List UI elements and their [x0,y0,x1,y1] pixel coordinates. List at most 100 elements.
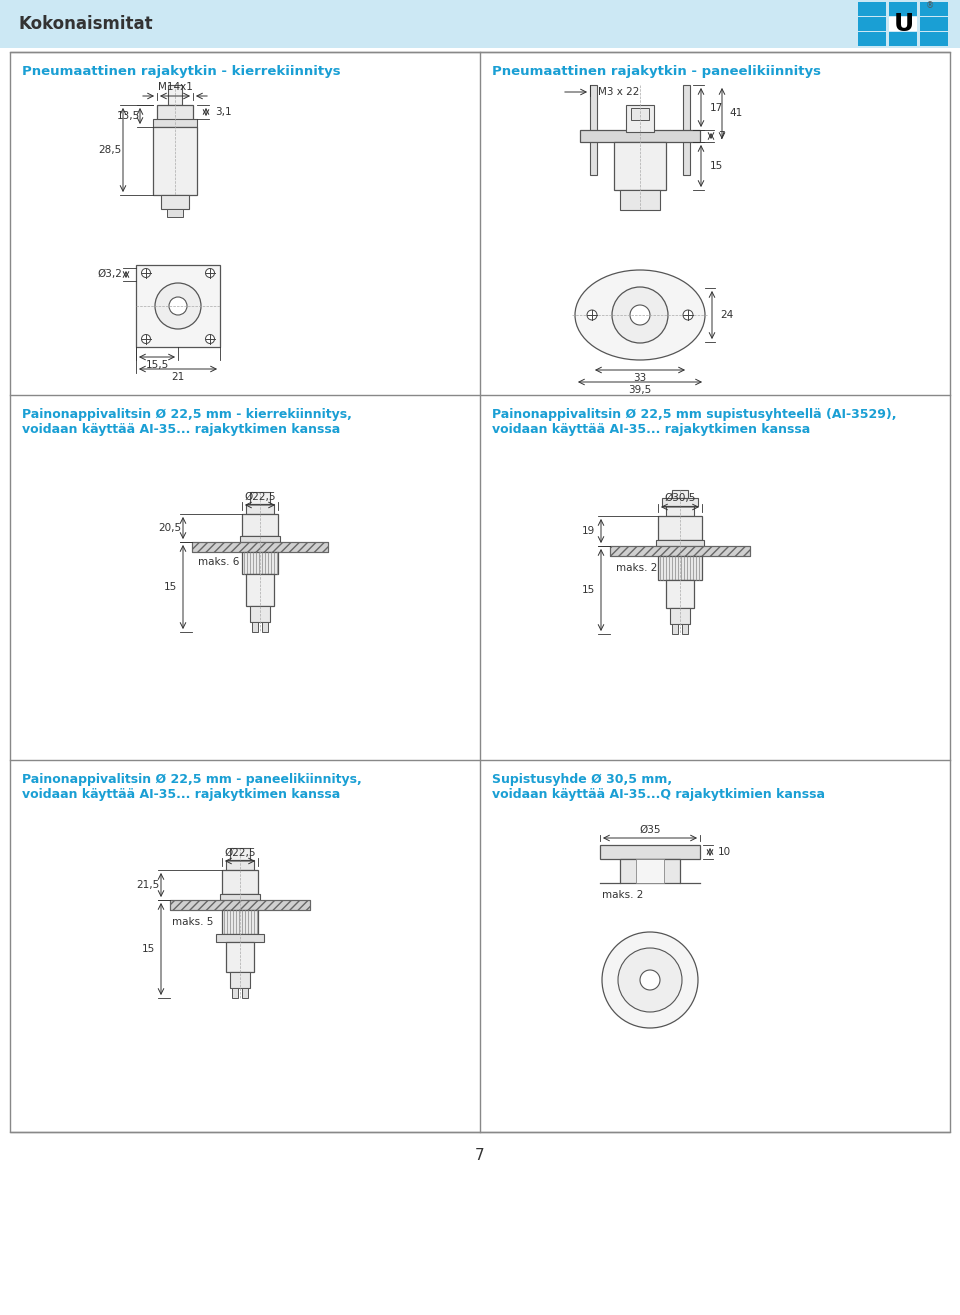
Bar [230,848,250,860]
Bar [242,514,278,537]
Bar [222,910,258,934]
Bar [614,142,666,189]
Text: 7: 7 [475,1148,485,1162]
Bar [246,504,274,514]
Text: 10: 10 [718,847,732,857]
Bar [682,625,688,634]
Bar [858,17,886,32]
Bar [192,542,328,552]
Circle shape [169,297,187,316]
Text: 15: 15 [582,585,594,594]
Circle shape [141,268,151,277]
Bar [250,606,270,622]
Circle shape [602,932,698,1028]
Circle shape [141,334,151,343]
Text: 21,5: 21,5 [136,880,159,890]
Bar [683,85,690,175]
Text: 7: 7 [718,132,725,141]
Circle shape [640,970,660,990]
Bar [167,209,183,217]
Bar [670,608,690,625]
Bar [656,540,704,546]
Text: M14x1: M14x1 [157,82,192,92]
Bar [610,546,750,556]
Text: 39,5: 39,5 [629,385,652,394]
Text: 19: 19 [582,526,594,537]
Circle shape [205,334,214,343]
Bar [662,498,698,506]
Bar [858,32,886,46]
Bar [157,105,193,128]
Text: Painonappivalitsin Ø 22,5 mm supistusyhteellä (AI-3529),
voidaan käyttää AI-35..: Painonappivalitsin Ø 22,5 mm supistusyht… [492,408,897,437]
Bar [658,556,702,580]
Bar [240,537,280,542]
Bar [242,552,278,575]
Bar [153,128,197,195]
Bar [631,108,649,120]
Bar [626,105,654,132]
Bar [222,871,258,894]
Text: 33: 33 [634,373,647,383]
Text: Ø35: Ø35 [639,825,660,835]
Bar [161,195,189,209]
Bar [610,546,750,556]
Text: 3,1: 3,1 [215,107,231,117]
Bar [192,542,328,552]
Bar [216,934,264,942]
Circle shape [630,305,650,325]
Bar [920,3,948,16]
Bar [226,860,254,871]
Bar [580,130,700,142]
Circle shape [618,948,682,1013]
Text: 15: 15 [163,583,177,592]
Bar [620,189,660,210]
Ellipse shape [575,270,705,360]
Bar [672,625,678,634]
Text: 13,5: 13,5 [116,110,139,121]
Bar [889,17,917,32]
Bar [220,894,260,899]
Text: 28,5: 28,5 [98,145,122,155]
Bar [226,942,254,972]
Circle shape [612,287,668,343]
Bar [252,622,258,633]
Text: Ø30,5: Ø30,5 [664,493,696,504]
Bar [170,899,310,910]
Bar [232,988,238,998]
Text: maks. 5: maks. 5 [172,917,213,927]
Text: Painonappivalitsin Ø 22,5 mm - kierrekiinnitys,
voidaan käyttää AI-35... rajakyt: Painonappivalitsin Ø 22,5 mm - kierrekii… [22,408,352,437]
Circle shape [587,310,597,320]
Text: 21: 21 [172,372,184,381]
Text: Kokonaismitat: Kokonaismitat [18,14,153,33]
Bar [636,859,664,882]
Bar [230,972,250,988]
Bar [262,622,268,633]
Text: 15: 15 [710,160,723,171]
Bar [170,899,310,910]
Text: 24: 24 [720,310,733,320]
Bar [920,32,948,46]
Text: maks. 2: maks. 2 [602,890,643,899]
Bar [889,32,917,46]
Bar [10,53,950,1132]
Text: Ø3,2: Ø3,2 [98,270,123,279]
Bar [666,506,694,515]
Bar [136,266,220,347]
Text: 41: 41 [729,108,742,118]
Bar [620,859,680,882]
Bar [920,17,948,32]
Circle shape [683,310,693,320]
Text: Ø22,5: Ø22,5 [225,848,255,857]
Text: Painonappivalitsin Ø 22,5 mm - paneelikiinnitys,
voidaan käyttää AI-35... rajaky: Painonappivalitsin Ø 22,5 mm - paneeliki… [22,773,362,801]
Text: 15,5: 15,5 [145,360,169,370]
Text: U: U [894,12,914,36]
Text: 20,5: 20,5 [158,523,181,533]
Text: Ø22,5: Ø22,5 [244,492,276,502]
Bar [600,846,700,859]
Text: Supistusyhde Ø 30,5 mm,
voidaan käyttää AI-35...Q rajakytkimien kanssa: Supistusyhde Ø 30,5 mm, voidaan käyttää … [492,773,825,801]
Bar [666,580,694,608]
Bar [168,85,182,105]
Text: M3 x 22: M3 x 22 [598,87,639,97]
Circle shape [205,268,214,277]
Text: Pneumaattinen rajakytkin - paneelikiinnitys: Pneumaattinen rajakytkin - paneelikiinni… [492,64,821,78]
